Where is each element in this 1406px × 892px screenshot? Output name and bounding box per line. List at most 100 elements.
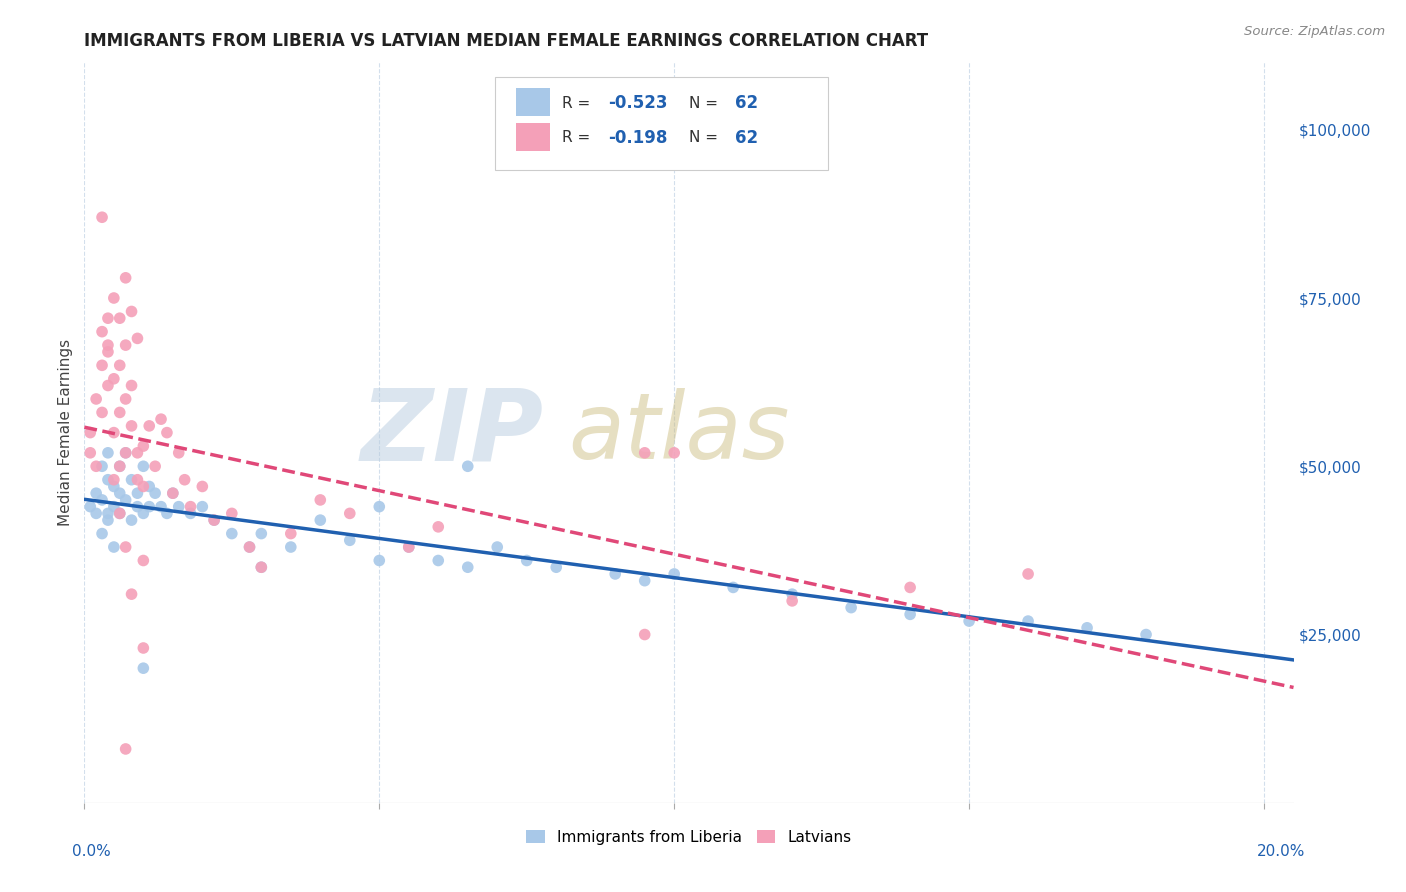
- Point: [103, 473, 125, 487]
- Point: [121, 418, 143, 433]
- Point: [132, 553, 155, 567]
- Point: [162, 486, 184, 500]
- Point: [132, 439, 155, 453]
- Point: [546, 560, 568, 574]
- Text: R =: R =: [562, 95, 595, 111]
- Y-axis label: Median Female Earnings: Median Female Earnings: [58, 339, 73, 526]
- Point: [221, 526, 243, 541]
- Point: [427, 553, 450, 567]
- Point: [138, 418, 160, 433]
- Text: Source: ZipAtlas.com: Source: ZipAtlas.com: [1244, 25, 1385, 38]
- Point: [108, 459, 131, 474]
- Point: [180, 507, 202, 521]
- Point: [91, 405, 114, 419]
- Point: [132, 459, 155, 474]
- Point: [97, 513, 120, 527]
- Point: [150, 412, 173, 426]
- Point: [84, 392, 107, 406]
- Point: [121, 304, 143, 318]
- Point: [721, 581, 744, 595]
- Point: [91, 359, 114, 373]
- Point: [108, 405, 131, 419]
- Point: [280, 526, 302, 541]
- Point: [114, 446, 136, 460]
- Point: [898, 607, 921, 622]
- Point: [457, 459, 479, 474]
- Point: [114, 338, 136, 352]
- Point: [1076, 621, 1098, 635]
- Point: [191, 500, 214, 514]
- Point: [309, 492, 332, 507]
- Bar: [516, 123, 550, 152]
- Point: [127, 446, 149, 460]
- Point: [121, 587, 143, 601]
- Point: [79, 446, 101, 460]
- Point: [91, 325, 114, 339]
- Point: [103, 540, 125, 554]
- Point: [202, 513, 225, 527]
- Point: [108, 359, 131, 373]
- Point: [398, 540, 420, 554]
- Point: [84, 507, 107, 521]
- Point: [84, 459, 107, 474]
- Point: [114, 270, 136, 285]
- Point: [634, 574, 657, 588]
- Text: ZIP: ZIP: [361, 384, 544, 481]
- Point: [180, 500, 202, 514]
- Point: [780, 587, 803, 601]
- Point: [132, 661, 155, 675]
- Text: 62: 62: [735, 129, 758, 147]
- Text: -0.198: -0.198: [607, 129, 668, 147]
- Point: [103, 291, 125, 305]
- Point: [250, 560, 273, 574]
- Point: [114, 446, 136, 460]
- Point: [780, 594, 803, 608]
- Point: [103, 372, 125, 386]
- Point: [486, 540, 509, 554]
- Point: [132, 507, 155, 521]
- Point: [108, 507, 131, 521]
- Point: [91, 459, 114, 474]
- Point: [238, 540, 260, 554]
- Point: [309, 513, 332, 527]
- Point: [457, 560, 479, 574]
- Point: [114, 540, 136, 554]
- Point: [138, 479, 160, 493]
- Point: [839, 600, 862, 615]
- Point: [97, 473, 120, 487]
- Point: [368, 500, 391, 514]
- Text: R =: R =: [562, 130, 595, 145]
- Bar: [516, 88, 550, 117]
- Text: IMMIGRANTS FROM LIBERIA VS LATVIAN MEDIAN FEMALE EARNINGS CORRELATION CHART: IMMIGRANTS FROM LIBERIA VS LATVIAN MEDIA…: [84, 32, 928, 50]
- Point: [108, 311, 131, 326]
- Point: [427, 520, 450, 534]
- FancyBboxPatch shape: [495, 78, 828, 169]
- Point: [664, 446, 686, 460]
- Point: [79, 425, 101, 440]
- Point: [127, 473, 149, 487]
- Point: [103, 500, 125, 514]
- Point: [250, 560, 273, 574]
- Point: [103, 479, 125, 493]
- Point: [132, 479, 155, 493]
- Point: [103, 425, 125, 440]
- Point: [97, 338, 120, 352]
- Point: [1017, 614, 1039, 628]
- Point: [898, 581, 921, 595]
- Point: [957, 614, 980, 628]
- Point: [114, 742, 136, 756]
- Point: [516, 553, 538, 567]
- Point: [97, 311, 120, 326]
- Point: [97, 378, 120, 392]
- Point: [108, 507, 131, 521]
- Text: -0.523: -0.523: [607, 95, 668, 112]
- Point: [127, 331, 149, 345]
- Point: [173, 473, 195, 487]
- Point: [143, 459, 166, 474]
- Text: 0.0%: 0.0%: [72, 844, 111, 858]
- Text: atlas: atlas: [568, 388, 789, 477]
- Text: 62: 62: [735, 95, 758, 112]
- Point: [191, 479, 214, 493]
- Point: [97, 507, 120, 521]
- Point: [280, 540, 302, 554]
